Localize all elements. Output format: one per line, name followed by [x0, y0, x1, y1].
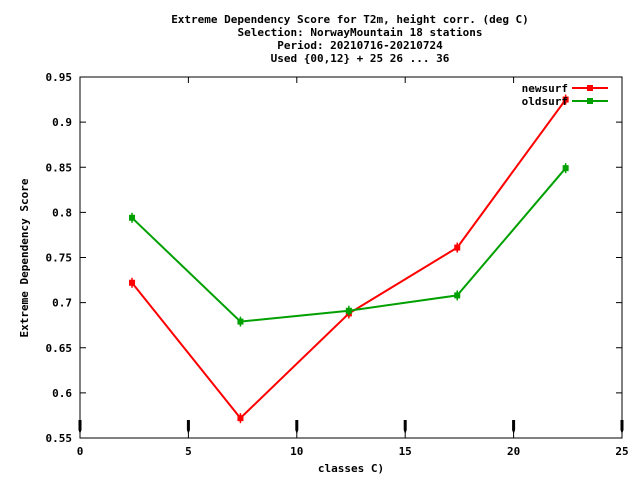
- x-tick-marker: [295, 420, 299, 434]
- x-tick-marker: [186, 420, 190, 434]
- y-tick-label: 0.55: [46, 432, 73, 445]
- x-tick-marker: [512, 420, 516, 434]
- legend-marker-newsurf: [587, 85, 593, 91]
- y-tick-label: 0.65: [46, 342, 73, 355]
- x-tick-label: 5: [185, 445, 192, 458]
- y-tick-label: 0.9: [52, 116, 72, 129]
- y-tick-label: 0.85: [46, 161, 73, 174]
- x-tick-label: 20: [507, 445, 520, 458]
- x-tick-label: 0: [77, 445, 84, 458]
- axis-ticks: [78, 76, 624, 439]
- x-tick-label: 10: [290, 445, 303, 458]
- series-lines: [129, 94, 569, 424]
- x-tick-label: 25: [615, 445, 628, 458]
- axis-tick-labels: 0 5 10 15 20 25 0.55 0.6 0.65 0.7 0.75 0.8 0.85 0.9 0.…: [46, 71, 629, 458]
- series-line-newsurf: [131, 99, 567, 420]
- plot-frame: [79, 76, 623, 439]
- chart-title: Extreme Dependency Score for T2m, height…: [171, 13, 529, 65]
- y-tick-label: 0.8: [52, 206, 72, 219]
- y-tick-label: 0.7: [52, 297, 72, 310]
- legend-marker-oldsurf: [587, 98, 593, 104]
- x-tick-marker: [403, 420, 407, 434]
- legend-label-newsurf: newsurf: [522, 82, 568, 95]
- x-tick-label: 15: [399, 445, 412, 458]
- x-axis-label: classes C): [318, 462, 384, 475]
- y-axis-label: Extreme Dependency Score: [18, 178, 31, 337]
- legend-label-oldsurf: oldsurf: [522, 95, 568, 108]
- title-line-2: Selection: NorwayMountain 18 stations: [237, 26, 482, 39]
- series-line-oldsurf: [131, 167, 567, 323]
- y-tick-label: 0.95: [46, 71, 73, 84]
- x-tick-marker: [78, 420, 82, 434]
- title-line-1: Extreme Dependency Score for T2m, height…: [171, 13, 529, 26]
- x-tick-marker: [620, 420, 624, 434]
- title-line-3: Period: 20210716-20210724: [277, 39, 443, 52]
- title-line-4: Used {00,12} + 25 26 ... 36: [271, 52, 450, 65]
- y-tick-label: 0.75: [46, 252, 73, 265]
- y-tick-label: 0.6: [52, 387, 72, 400]
